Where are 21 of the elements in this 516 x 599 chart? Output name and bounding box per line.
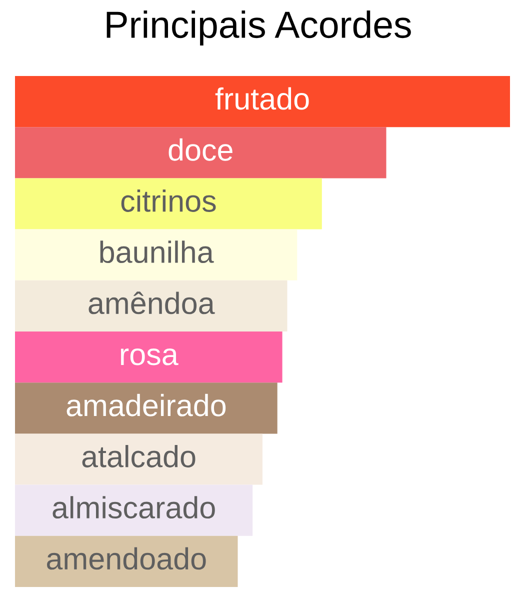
bar: [15, 127, 386, 178]
bar: [15, 178, 322, 230]
y-tick-label: baunilha: [100, 240, 214, 264]
chart-title: Principais Acordes: [106, 10, 411, 46]
bar: [15, 434, 262, 485]
y-tick-label: frutado: [215, 87, 309, 110]
y-tick-label: amêndoa: [88, 292, 215, 314]
y-tick-label: amadeirado: [66, 394, 226, 416]
y-tick-label: citrinos: [121, 190, 216, 212]
bar: [15, 76, 510, 128]
y-tick-label: atalcado: [82, 445, 196, 468]
bar: [15, 536, 238, 587]
bar: [15, 382, 278, 434]
y-tick-label: amendoado: [46, 547, 206, 570]
y-tick-label: doce: [168, 138, 232, 161]
bar: [15, 229, 298, 280]
bar: [15, 280, 288, 332]
y-tick-label: almiscarado: [52, 496, 215, 519]
bar: [15, 484, 253, 536]
bar: [15, 332, 282, 383]
y-tick-label: rosa: [120, 348, 178, 366]
